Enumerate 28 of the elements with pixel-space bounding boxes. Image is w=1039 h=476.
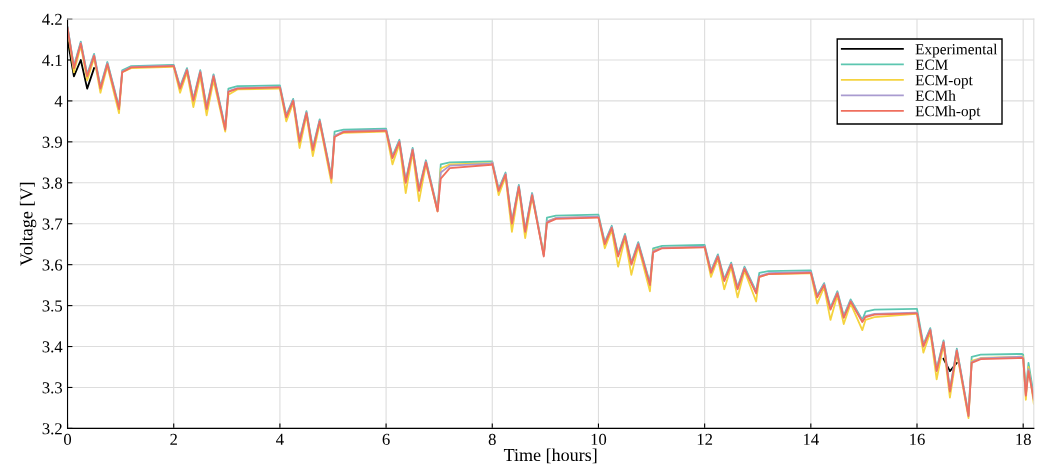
x-axis-title: Time [hours] <box>503 448 597 464</box>
x-tick-label: 14 <box>803 433 819 445</box>
x-tick-label: 8 <box>488 433 496 445</box>
y-tick-label: 3.3 <box>42 382 63 394</box>
y-tick-label: 4.2 <box>42 13 62 26</box>
x-tick-label: 12 <box>697 433 713 445</box>
legend-label: Experimental <box>915 43 998 58</box>
legend-label: ECMh <box>915 90 956 101</box>
y-tick-label: 3.5 <box>42 300 63 312</box>
y-tick-label: 3.9 <box>42 136 62 148</box>
x-tick-label: 10 <box>591 433 607 445</box>
y-axis-title: Voltage [V] <box>19 182 37 266</box>
x-tick-label: 18 <box>1016 433 1031 445</box>
legend-label: ECM-opt <box>915 75 973 89</box>
y-tick-label: 3.8 <box>42 177 63 189</box>
y-tick-label: 4 <box>54 95 63 107</box>
x-tick-label: 16 <box>910 433 925 445</box>
y-tick-label: 4.1 <box>42 54 62 66</box>
legend-label: ECMh-opt <box>915 105 981 120</box>
y-tick-label: 3.6 <box>42 259 63 271</box>
x-tick-label: 4 <box>276 433 284 445</box>
x-tick-label: 0 <box>64 433 72 445</box>
y-tick-label: 3.2 <box>42 423 62 435</box>
legend-label: ECM <box>915 59 948 70</box>
x-tick-label: 6 <box>382 433 390 445</box>
y-tick-label: 3.7 <box>42 218 63 230</box>
y-tick-label: 3.4 <box>42 341 63 353</box>
x-tick-label: 2 <box>170 433 177 445</box>
